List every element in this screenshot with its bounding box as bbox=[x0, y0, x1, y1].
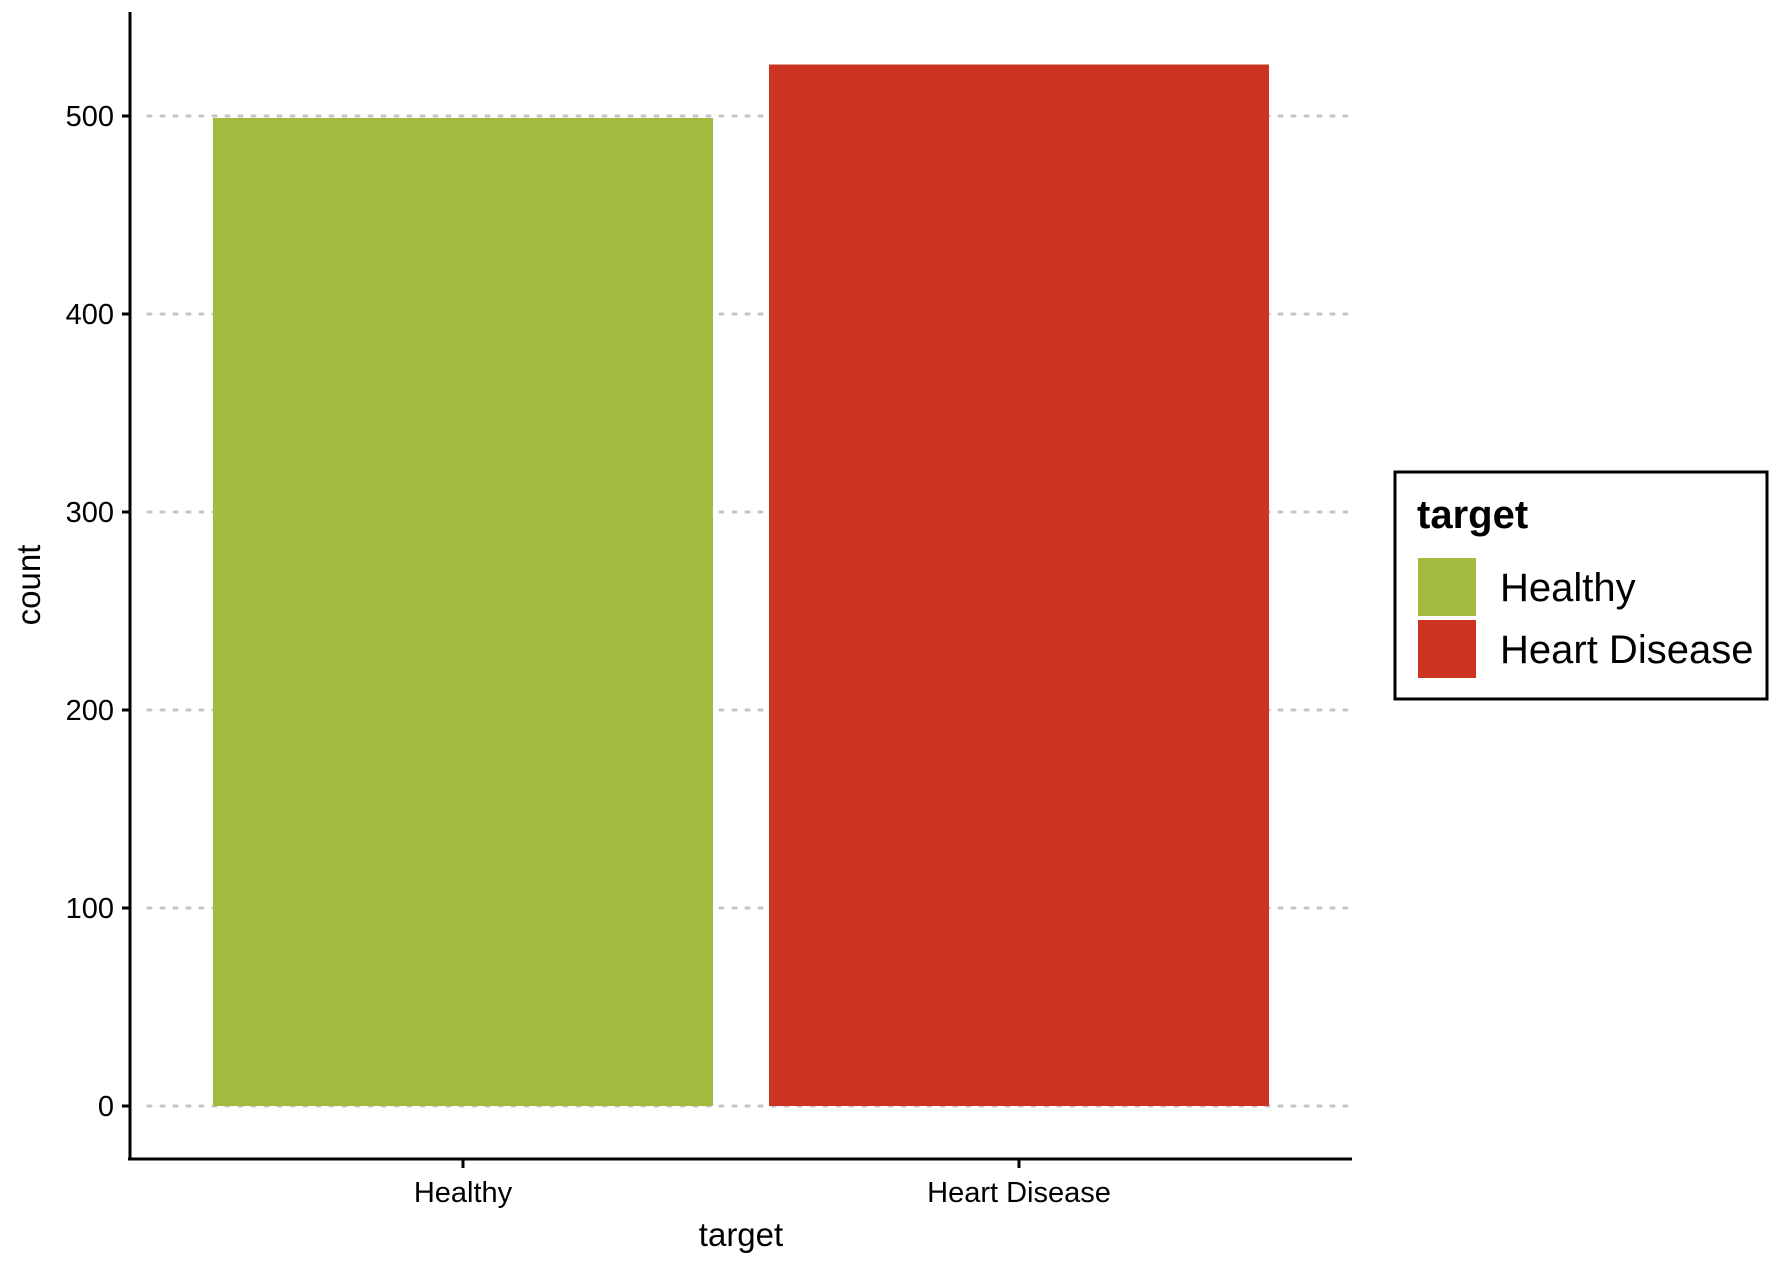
y-tick-label-200: 200 bbox=[66, 695, 114, 727]
y-tick-label-500: 500 bbox=[66, 101, 114, 133]
legend-label-heart-disease: Heart Disease bbox=[1500, 628, 1753, 672]
y-tick-label-100: 100 bbox=[66, 893, 114, 925]
x-ticks: Healthy Heart Disease bbox=[414, 1159, 1111, 1209]
legend-title: target bbox=[1417, 493, 1528, 537]
bar-healthy bbox=[213, 117, 713, 1107]
legend: target Healthy Heart Disease bbox=[1393, 470, 1769, 701]
y-tick-label-400: 400 bbox=[66, 299, 114, 331]
legend-swatch-healthy bbox=[1418, 558, 1476, 616]
legend-swatch-heart-disease bbox=[1418, 620, 1476, 678]
x-tick-label-healthy: Healthy bbox=[414, 1177, 513, 1209]
x-tick-label-heart-disease: Heart Disease bbox=[927, 1177, 1111, 1209]
y-ticks: 0 100 200 300 400 500 bbox=[66, 101, 130, 1123]
x-axis-title: target bbox=[699, 1216, 783, 1253]
y-tick-label-0: 0 bbox=[98, 1091, 114, 1123]
bar-heart-disease bbox=[769, 64, 1269, 1106]
y-axis-title: count bbox=[10, 545, 47, 626]
legend-entries: Healthy Heart Disease bbox=[1418, 558, 1753, 678]
bars bbox=[213, 64, 1269, 1107]
y-tick-label-300: 300 bbox=[66, 497, 114, 529]
axes bbox=[128, 12, 1352, 1161]
legend-label-healthy: Healthy bbox=[1500, 566, 1636, 610]
